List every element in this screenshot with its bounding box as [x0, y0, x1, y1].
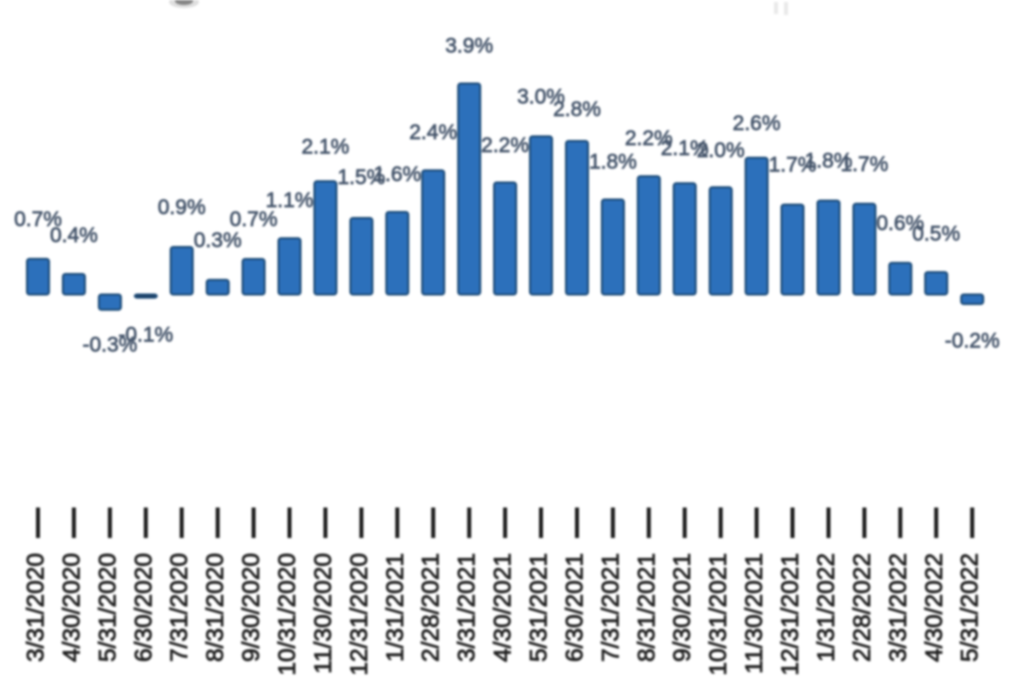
svg-text:8/31/2020: 8/31/2020 [202, 553, 229, 662]
svg-text:4/30/2021: 4/30/2021 [490, 553, 517, 662]
svg-text:0.4%: 0.4% [50, 224, 98, 247]
svg-text:7/31/2021: 7/31/2021 [597, 553, 624, 662]
svg-text:1.6%: 1.6% [373, 163, 421, 186]
svg-text:6/30/2021: 6/30/2021 [562, 553, 589, 662]
svg-text:3/31/2020: 3/31/2020 [23, 553, 50, 662]
svg-text:1.7%: 1.7% [840, 153, 888, 176]
svg-text:2.1%: 2.1% [301, 136, 349, 159]
svg-text:6/30/2020: 6/30/2020 [130, 553, 157, 662]
svg-text:2.2%: 2.2% [625, 127, 673, 150]
svg-text:9/30/2021: 9/30/2021 [669, 553, 696, 662]
svg-text:1.7%: 1.7% [769, 154, 817, 177]
svg-text:1/31/2021: 1/31/2021 [382, 553, 409, 662]
svg-text:0.7%: 0.7% [14, 208, 62, 231]
svg-text:0.9%: 0.9% [158, 196, 206, 219]
svg-text:1.8%: 1.8% [589, 151, 637, 174]
svg-text:-0.3%: -0.3% [82, 333, 137, 356]
svg-text:2/28/2021: 2/28/2021 [418, 553, 445, 662]
svg-text:2.0%: 2.0% [697, 139, 745, 162]
svg-text:0.6%: 0.6% [876, 212, 924, 235]
svg-text:2.1%: 2.1% [661, 137, 709, 160]
svg-text:-0.2%: -0.2% [945, 330, 1000, 353]
svg-text:11/30/2020: 11/30/2020 [310, 553, 337, 674]
svg-text:0.7%: 0.7% [230, 208, 278, 231]
svg-text:10/31/2020: 10/31/2020 [274, 553, 301, 676]
svg-text:-0.1%: -0.1% [118, 324, 173, 347]
svg-text:8/31/2021: 8/31/2021 [633, 553, 660, 662]
svg-text:1.5%: 1.5% [337, 166, 385, 189]
svg-text:3/31/2022: 3/31/2022 [885, 553, 912, 662]
svg-text:9/30/2020: 9/30/2020 [238, 553, 265, 662]
svg-text:2.4%: 2.4% [409, 121, 457, 144]
svg-text:0.3%: 0.3% [194, 229, 242, 252]
svg-text:4/30/2020: 4/30/2020 [58, 553, 85, 662]
svg-text:2.8%: 2.8% [553, 98, 601, 121]
svg-text:7/31/2020: 7/31/2020 [166, 553, 193, 662]
svg-text:3/31/2021: 3/31/2021 [454, 553, 481, 662]
svg-text:1.1%: 1.1% [266, 189, 314, 212]
svg-text:0.5%: 0.5% [912, 223, 960, 246]
svg-text:5/31/2021: 5/31/2021 [526, 553, 553, 662]
svg-text:12/31/2020: 12/31/2020 [346, 553, 373, 676]
svg-text:3.0%: 3.0% [517, 85, 565, 108]
svg-text:3.9%: 3.9% [445, 34, 493, 57]
svg-text:4/30/2022: 4/30/2022 [921, 553, 948, 662]
svg-text:10/31/2021: 10/31/2021 [705, 553, 732, 676]
svg-text:11/30/2021: 11/30/2021 [741, 553, 768, 674]
svg-text:1/31/2022: 1/31/2022 [813, 553, 840, 662]
svg-text:2.2%: 2.2% [481, 134, 529, 157]
svg-text:12/31/2021: 12/31/2021 [777, 553, 804, 676]
svg-text:1.8%: 1.8% [805, 150, 853, 173]
svg-text:5/31/2020: 5/31/2020 [94, 553, 121, 662]
svg-text:5/31/2022: 5/31/2022 [957, 553, 984, 662]
svg-text:2.6%: 2.6% [733, 112, 781, 135]
svg-text:2/28/2022: 2/28/2022 [849, 553, 876, 662]
